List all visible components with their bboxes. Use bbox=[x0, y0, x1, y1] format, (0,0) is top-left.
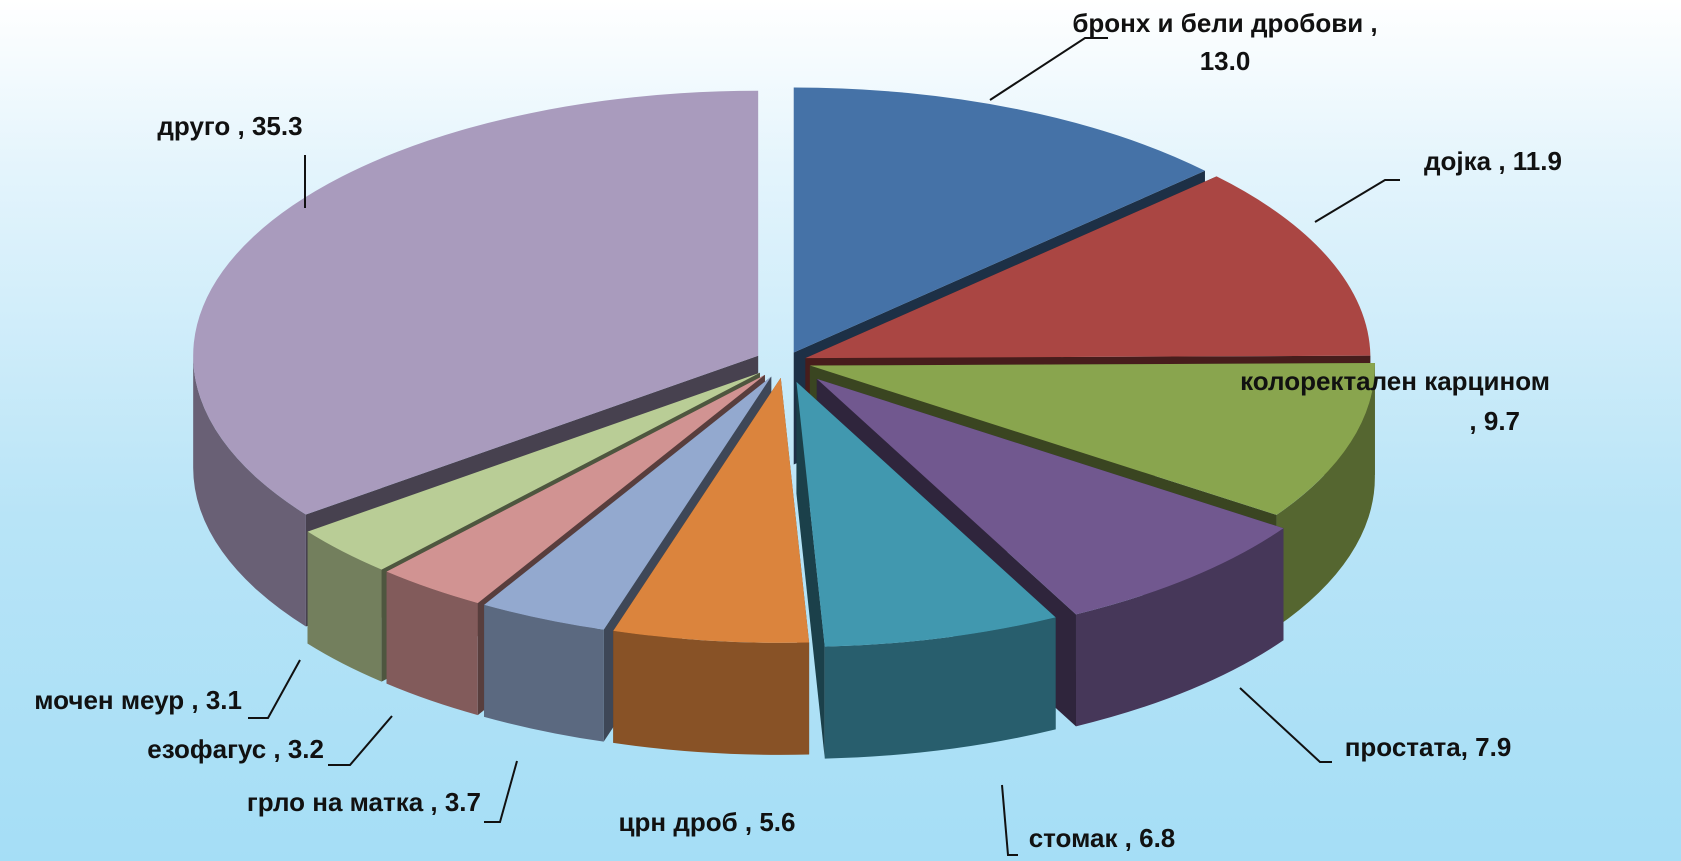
leader-line-дојка bbox=[1314, 179, 1400, 223]
data-label-стомак: стомак , 6.8 bbox=[1029, 823, 1176, 853]
data-label-мочен-меур: мочен меур , 3.1 bbox=[34, 685, 242, 715]
leader-line-простата bbox=[1239, 687, 1332, 763]
data-label-простата: простата, 7.9 bbox=[1345, 732, 1512, 762]
data-label-грло-на-матка: грло на матка , 3.7 bbox=[247, 787, 481, 817]
leader-lines-layer bbox=[248, 37, 1400, 856]
slice-top bbox=[816, 378, 1284, 615]
slice-outer-wall bbox=[386, 571, 478, 716]
slice-outer-wall bbox=[824, 617, 1056, 759]
slice-црн-дроб bbox=[613, 377, 810, 755]
data-label-црн-дроб: црн дроб , 5.6 bbox=[619, 807, 796, 837]
data-label-дојка: дојка , 11.9 bbox=[1424, 146, 1562, 176]
slice-top bbox=[193, 90, 759, 515]
leader-line-бронх-и-бели-дробови bbox=[989, 37, 1108, 101]
slice-top bbox=[613, 377, 810, 643]
slice-top bbox=[386, 374, 765, 604]
slice-outer-wall bbox=[307, 531, 382, 682]
slice-outer-wall bbox=[1276, 365, 1375, 627]
data-label-колоректален-карцином-line-2: , 9.7 bbox=[1469, 406, 1520, 436]
slice-outer-wall bbox=[613, 630, 810, 755]
data-label-колоректален-карцином-line-1: колоректален карцином bbox=[1240, 366, 1550, 396]
slice-top bbox=[809, 363, 1375, 515]
leader-line-езофагус bbox=[328, 715, 393, 766]
slice-outer-wall bbox=[1075, 528, 1284, 727]
data-labels-layer: бронх и бели дробови , 13.0 дојка , 11.9 ко… bbox=[34, 8, 1562, 853]
slice-стомак bbox=[796, 381, 1056, 759]
slice-wall-end bbox=[796, 381, 825, 759]
data-label-бронх-и-бели-дробови-line-1: бронх и бели дробови , bbox=[1072, 8, 1377, 38]
slice-top bbox=[793, 87, 1205, 353]
leader-line-грло-на-матка bbox=[484, 760, 518, 823]
data-label-друго: друго , 35.3 bbox=[157, 111, 302, 141]
slice-outer-wall bbox=[193, 355, 306, 627]
data-label-езофагус: езофагус , 3.2 bbox=[147, 734, 324, 764]
slice-top bbox=[307, 372, 760, 570]
slice-top bbox=[805, 176, 1371, 359]
slice-outer-wall bbox=[484, 604, 604, 742]
slices-layer bbox=[193, 87, 1375, 759]
slice-wall-end bbox=[386, 374, 765, 684]
data-label-бронх-и-бели-дробови-line-2: 13.0 bbox=[1200, 46, 1251, 76]
slice-top bbox=[796, 381, 1056, 647]
slice-top bbox=[484, 376, 772, 630]
leader-line-мочен-меур bbox=[248, 659, 301, 719]
leader-line-стомак bbox=[1001, 784, 1018, 856]
